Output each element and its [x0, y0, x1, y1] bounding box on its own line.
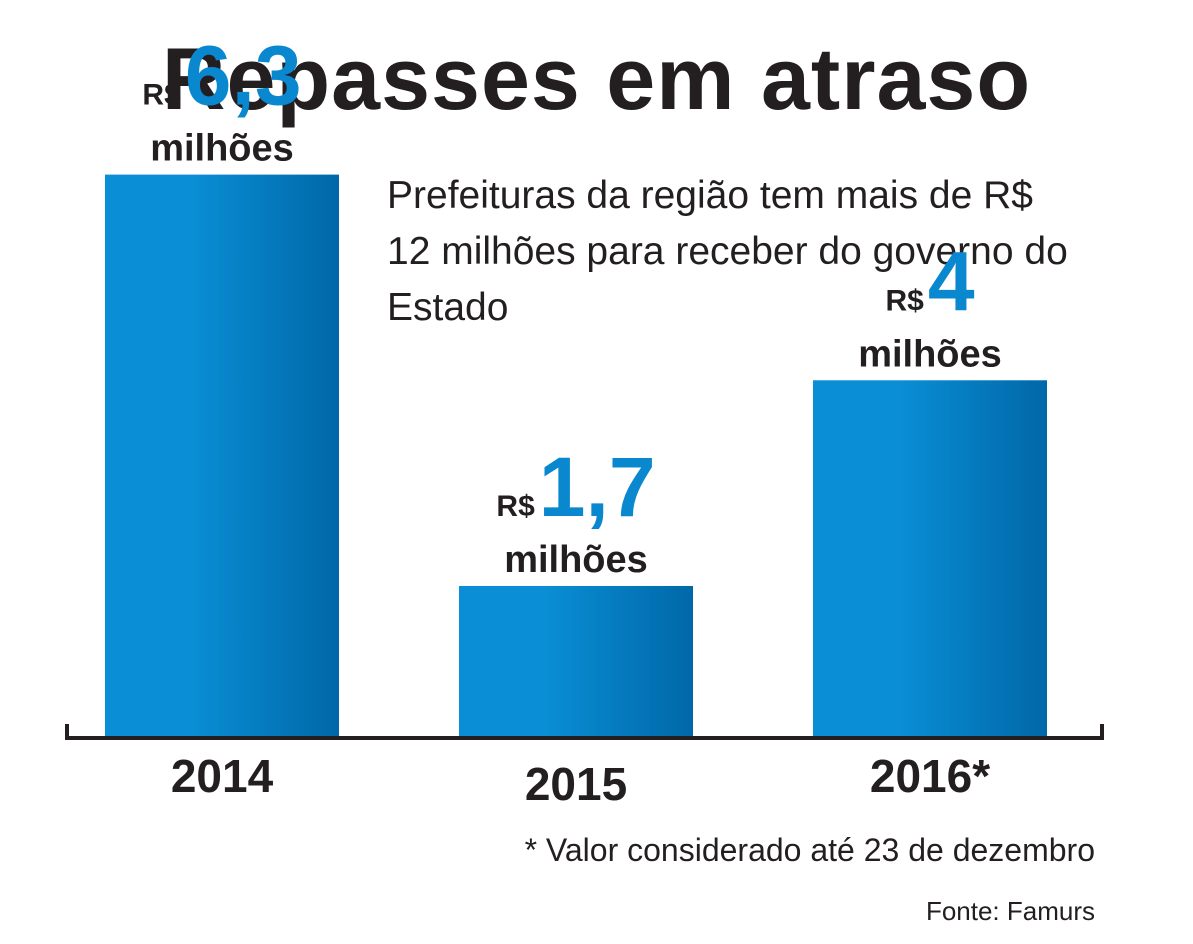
- bar-2015: [459, 585, 693, 738]
- tick-label-2014: 2014: [171, 750, 274, 802]
- value-number: 1,7: [539, 440, 656, 534]
- value-unit: milhões: [504, 539, 648, 581]
- bar-2014: [105, 174, 339, 739]
- chart-subtitle: Prefeituras da região tem mais de R$ 12 …: [387, 174, 1068, 329]
- value-number: 6,3: [185, 29, 302, 123]
- value-prefix: R$: [885, 284, 924, 317]
- tick-label-2015: 2015: [525, 758, 627, 810]
- value-prefix: R$: [496, 490, 535, 523]
- value-label: R$4: [885, 234, 974, 328]
- bar-2016: [813, 380, 1047, 738]
- value-label: R$1,7: [496, 440, 655, 534]
- source-credit: Fonte: Famurs: [925, 896, 1095, 926]
- value-prefix: R$: [142, 79, 181, 112]
- value-unit: milhões: [858, 333, 1002, 375]
- value-number: 4: [928, 234, 975, 328]
- chart-title: Repasses em atraso: [161, 29, 1032, 128]
- footnote: * Valor considerado até 23 de dezembro: [524, 832, 1095, 868]
- value-unit: milhões: [150, 128, 294, 170]
- value-label: R$6,3: [142, 29, 301, 123]
- tick-label-2016: 2016*: [870, 750, 990, 802]
